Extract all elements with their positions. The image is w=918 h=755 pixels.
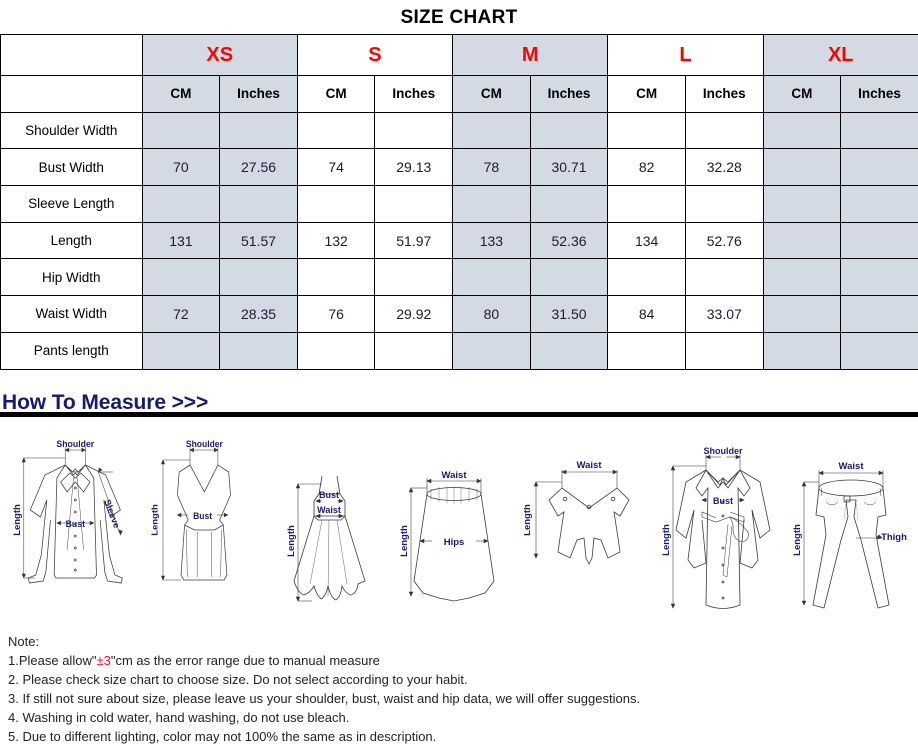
svg-text:Waist: Waist: [442, 470, 468, 481]
svg-text:Length: Length: [792, 524, 803, 556]
svg-text:Shoulder: Shoulder: [703, 446, 742, 456]
svg-text:Waist: Waist: [317, 505, 341, 515]
svg-text:Bust: Bust: [66, 519, 85, 529]
svg-text:Length: Length: [12, 504, 22, 536]
svg-text:Length: Length: [150, 504, 159, 536]
svg-text:Thigh: Thigh: [881, 532, 907, 543]
svg-text:Length: Length: [286, 525, 297, 557]
svg-text:Length: Length: [524, 504, 533, 536]
svg-text:Length: Length: [661, 524, 672, 556]
svg-text:Shoulder: Shoulder: [56, 439, 94, 449]
svg-text:Waist: Waist: [577, 460, 603, 471]
svg-text:Hips: Hips: [444, 537, 465, 548]
svg-text:Shoulder: Shoulder: [186, 439, 223, 450]
svg-text:Length: Length: [399, 525, 410, 557]
svg-text:Bust: Bust: [713, 496, 733, 506]
svg-text:Waist: Waist: [839, 461, 865, 472]
svg-text:Bust: Bust: [193, 511, 212, 522]
svg-text:Bust: Bust: [319, 490, 339, 500]
